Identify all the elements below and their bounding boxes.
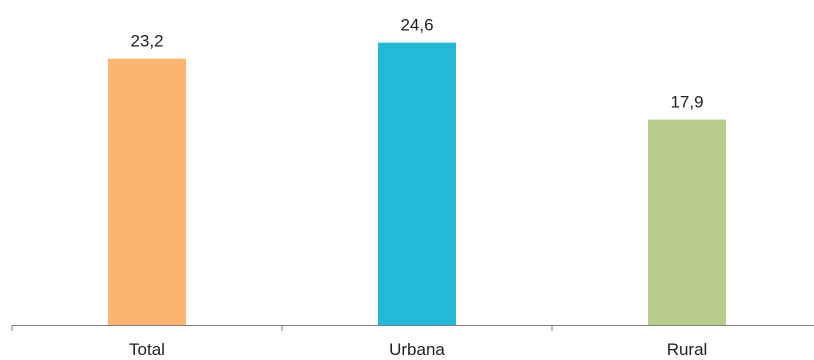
x-tick-labels-layer: Total Urbana Rural — [129, 340, 707, 359]
x-tick-label-urbana: Urbana — [389, 340, 445, 359]
bar-total — [108, 58, 186, 325]
x-tick-label-total: Total — [129, 340, 165, 359]
bars-layer — [108, 42, 726, 325]
bar-urbana — [378, 42, 456, 325]
data-label-rural: 17,9 — [670, 93, 703, 112]
data-label-urbana: 24,6 — [400, 16, 433, 35]
x-axis — [11, 325, 814, 331]
data-labels-layer: 23,2 24,6 17,9 — [130, 16, 703, 112]
data-label-total: 23,2 — [130, 32, 163, 51]
bar-rural — [648, 119, 726, 325]
x-tick-label-rural: Rural — [667, 340, 708, 359]
